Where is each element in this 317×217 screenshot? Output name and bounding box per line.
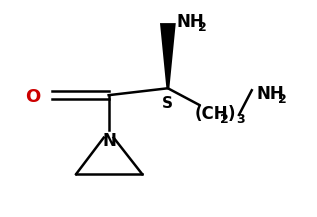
Text: NH: NH [177, 13, 204, 31]
Polygon shape [160, 23, 176, 88]
Text: ): ) [228, 105, 236, 123]
Text: O: O [25, 88, 40, 106]
Text: 3: 3 [236, 113, 245, 126]
Text: 2: 2 [198, 21, 207, 34]
Text: 2: 2 [278, 93, 287, 106]
Text: NH: NH [257, 85, 284, 103]
Text: N: N [103, 132, 117, 150]
Text: S: S [162, 96, 173, 111]
Text: 2: 2 [220, 113, 229, 126]
Text: (CH: (CH [195, 105, 228, 123]
